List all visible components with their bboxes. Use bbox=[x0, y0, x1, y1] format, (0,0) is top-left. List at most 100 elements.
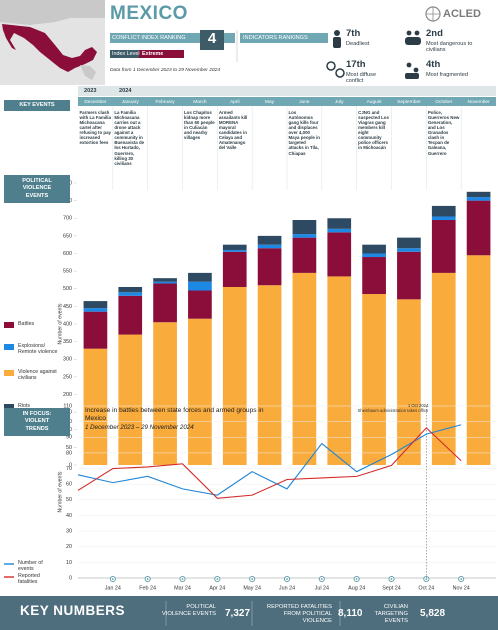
y-tick-label: 600 bbox=[63, 251, 72, 257]
y-tick-label: 300 bbox=[63, 357, 72, 363]
x-tick-label: Apr 24 bbox=[209, 585, 225, 591]
bar-segment bbox=[257, 285, 282, 465]
icon-fragmented-body bbox=[405, 73, 419, 79]
legend-label: Battles bbox=[18, 321, 35, 327]
icon-civilians bbox=[406, 30, 412, 36]
x-tick-label: Jan 24 bbox=[105, 585, 121, 591]
bar-segment bbox=[83, 311, 108, 349]
x-tick-icon-dot bbox=[320, 578, 323, 580]
legend-label: Reported fatalities bbox=[18, 573, 40, 586]
bar-segment bbox=[83, 308, 108, 312]
icon-diffuse bbox=[326, 61, 336, 71]
y-tick-label: 0 bbox=[69, 462, 72, 468]
bar-segment bbox=[222, 251, 247, 287]
index-label: CONFLICT INDEX RANKING bbox=[112, 35, 186, 41]
rank-label: Most fragmented bbox=[426, 72, 468, 78]
x-tick-icon-dot bbox=[355, 578, 358, 580]
bar-segment bbox=[327, 218, 352, 229]
y-tick-label: 550 bbox=[63, 269, 72, 275]
rank-label: Most dangerous to civilians bbox=[426, 41, 473, 54]
bar-segment bbox=[397, 251, 421, 300]
key-number-label: REPORTED FATALITIES FROM POLITICAL VIOLE… bbox=[266, 604, 332, 624]
month-band bbox=[78, 97, 496, 106]
bar-segment bbox=[257, 235, 282, 245]
index-level-label: Index Level bbox=[112, 51, 140, 57]
bar-segment bbox=[397, 299, 421, 465]
y-tick-label: 110 bbox=[63, 403, 72, 409]
icon-deadliest bbox=[334, 30, 340, 36]
map-central-america bbox=[80, 65, 96, 80]
sidebar-label: KEY EVENTS bbox=[4, 100, 70, 112]
legend-swatch bbox=[4, 404, 14, 410]
y-tick-label: 90 bbox=[66, 435, 72, 441]
x-tick-label: Mar 24 bbox=[174, 585, 191, 591]
y-tick-label: 30 bbox=[66, 529, 72, 535]
y-tick-label: 200 bbox=[63, 392, 72, 398]
bar-segment bbox=[118, 334, 143, 465]
bar-segment bbox=[431, 216, 456, 221]
map-mexico bbox=[2, 24, 97, 72]
bar-segment bbox=[292, 272, 317, 465]
x-tick-label: May 24 bbox=[243, 585, 261, 591]
y-tick-label: 500 bbox=[63, 286, 72, 292]
bar-segment bbox=[466, 191, 491, 198]
year-band bbox=[78, 86, 496, 96]
bar-segment bbox=[188, 318, 212, 465]
sidebar-label: POLITICAL VIOLENCE EVENTS bbox=[4, 175, 70, 203]
footer-title: KEY NUMBERS bbox=[20, 603, 126, 618]
bar-segment bbox=[222, 244, 247, 250]
bar-segment bbox=[257, 244, 282, 249]
y-tick-label: 250 bbox=[63, 374, 72, 380]
x-tick-icon-dot bbox=[181, 578, 184, 580]
x-tick-icon-dot bbox=[425, 578, 428, 580]
bar-segment bbox=[431, 205, 456, 217]
icon-diffuse-2 bbox=[335, 68, 345, 78]
map-usa bbox=[0, 0, 105, 25]
index-level-value-box bbox=[139, 50, 184, 58]
bar-segment bbox=[222, 286, 247, 465]
month-label: November bbox=[468, 99, 491, 105]
x-tick-icon-dot bbox=[216, 578, 219, 580]
rank: 17th bbox=[346, 59, 366, 70]
annotation-label: 1 Oct 2024 bbox=[408, 403, 429, 408]
y-tick-label: 650 bbox=[63, 233, 72, 239]
y-axis-label: Number of events bbox=[57, 303, 63, 344]
bar-segment bbox=[362, 294, 386, 465]
key-number: 5,828 bbox=[420, 608, 446, 619]
bar-segment bbox=[257, 248, 282, 286]
x-tick-icon-dot bbox=[111, 578, 114, 580]
x-tick-icon-dot bbox=[460, 578, 463, 580]
logo: ACLED bbox=[443, 8, 481, 20]
rank-label: Deadliest bbox=[346, 41, 370, 47]
bar-segment bbox=[153, 322, 177, 465]
bar-segment bbox=[222, 249, 247, 252]
bar-segment bbox=[83, 301, 108, 309]
bar-segment bbox=[431, 220, 456, 273]
x-tick-icon-dot bbox=[390, 578, 393, 580]
icon-civilians-body bbox=[405, 37, 421, 45]
key-event: Armed assailants kill MORENA mayoral can… bbox=[218, 110, 248, 151]
y-tick-label: 50 bbox=[66, 445, 72, 451]
bar-segment bbox=[292, 234, 317, 238]
bar-segment bbox=[188, 290, 212, 319]
bar-segment bbox=[397, 248, 421, 252]
key-number: 8,110 bbox=[338, 608, 363, 619]
bar-segment bbox=[83, 348, 108, 465]
rank: 2nd bbox=[426, 28, 443, 39]
y-tick-label: 20 bbox=[66, 544, 72, 550]
key-event: La Familia Michoacana carries out a dron… bbox=[114, 110, 145, 166]
y-tick-label: 10 bbox=[66, 560, 72, 566]
sidebar-label: IN FOCUS: VIOLENT TRENDS bbox=[4, 408, 70, 436]
logo-globe-lines bbox=[426, 7, 440, 21]
ranking-icons bbox=[326, 30, 421, 79]
legend-label: Riots bbox=[18, 403, 31, 409]
bar-segment bbox=[327, 228, 352, 233]
key-event: Police, Guerreros New Generation, and Lo… bbox=[427, 110, 460, 156]
y-axis-label: Number of events bbox=[57, 471, 63, 512]
year-label: 2023 bbox=[84, 88, 97, 94]
key-event: Farmers clash with La Familia Michoacana… bbox=[79, 110, 111, 146]
rank-label: Most diffuse conflict bbox=[346, 72, 377, 85]
rank: 4th bbox=[426, 59, 441, 70]
bar-segment bbox=[153, 283, 177, 323]
chart-title: Increase in battles between state forces… bbox=[85, 407, 264, 422]
